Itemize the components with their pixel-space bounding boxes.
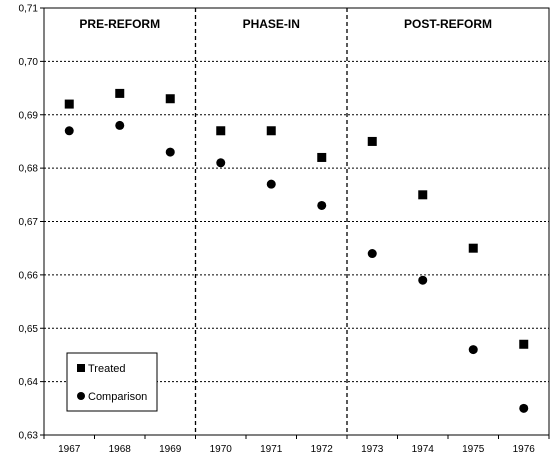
- y-tick-label: 0,66: [19, 270, 39, 281]
- legend-label-comparison: Comparison: [88, 391, 147, 403]
- y-tick-label: 0,67: [19, 217, 39, 228]
- x-tick-label: 1970: [210, 444, 233, 455]
- period-dividers: [194, 8, 348, 435]
- y-tick-label: 0,68: [19, 164, 39, 175]
- data-point-comparison: [64, 126, 74, 136]
- x-tick-label: 1968: [109, 444, 132, 455]
- data-point-treated: [367, 136, 377, 146]
- data-point-treated: [266, 126, 276, 136]
- x-tick-label: 1976: [513, 444, 536, 455]
- y-tick-label: 0,65: [19, 324, 39, 335]
- y-tick-label: 0,71: [19, 4, 39, 15]
- y-tick-label: 0,69: [19, 110, 39, 121]
- x-tick-label: 1973: [361, 444, 384, 455]
- period-labels: PRE-REFORM PHASE-IN POST-REFORM: [79, 17, 492, 31]
- data-point-comparison: [216, 158, 226, 168]
- period-label: PRE-REFORM: [79, 17, 160, 31]
- x-tick-label: 1972: [311, 444, 334, 455]
- x-tick-label: 1975: [462, 444, 485, 455]
- data-point-treated: [519, 339, 529, 349]
- data-point-treated: [216, 126, 226, 136]
- period-label: PHASE-IN: [243, 17, 300, 31]
- x-tick-label: 1967: [58, 444, 81, 455]
- data-point-treated: [468, 243, 478, 253]
- legend-label-treated: Treated: [88, 363, 126, 375]
- legend-marker-comparison: [77, 392, 85, 400]
- data-series: [64, 88, 529, 413]
- data-point-treated: [115, 88, 125, 98]
- x-tick-label: 1969: [159, 444, 182, 455]
- x-axis-ticks: 1967 1968 1969 1970 1971 1972 1973 1974 1975 1976: [43, 435, 550, 455]
- x-tick-label: 1974: [412, 444, 435, 455]
- data-point-comparison: [165, 147, 175, 157]
- data-point-comparison: [519, 403, 529, 413]
- y-axis-ticks: 0,63 0,64 0,65 0,66 0,67 0,68 0,69 0,70 0,71: [19, 4, 44, 442]
- series-treated: [64, 88, 529, 349]
- x-tick-label: 1971: [260, 444, 283, 455]
- data-point-treated: [165, 94, 175, 104]
- data-point-comparison: [418, 275, 428, 285]
- y-tick-label: 0,63: [19, 431, 39, 442]
- legend-marker-treated: [77, 364, 85, 372]
- y-tick-label: 0,70: [19, 57, 39, 68]
- grid-lines: [44, 60, 549, 383]
- data-point-comparison: [367, 249, 377, 259]
- period-label: POST-REFORM: [404, 17, 492, 31]
- legend-box: [66, 352, 158, 412]
- data-point-comparison: [266, 179, 276, 189]
- data-point-comparison: [115, 120, 125, 130]
- data-point-treated: [317, 152, 327, 162]
- legend: Treated Comparison: [66, 352, 158, 412]
- data-point-treated: [418, 190, 428, 200]
- series-comparison: [64, 120, 529, 413]
- data-point-treated: [64, 99, 74, 109]
- data-point-comparison: [317, 200, 327, 210]
- data-point-comparison: [468, 345, 478, 355]
- y-tick-label: 0,64: [19, 377, 39, 388]
